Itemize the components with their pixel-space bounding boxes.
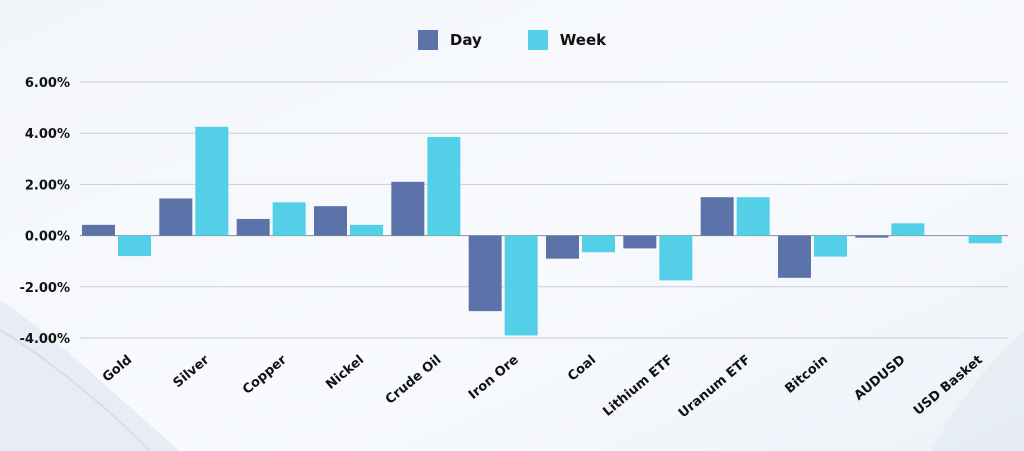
decorative-wave-right — [930, 330, 1024, 451]
y-tick-label: 6.00% — [25, 76, 70, 91]
bar-week-nickel — [350, 224, 383, 236]
grid — [80, 81, 1008, 339]
bar-day-coal — [546, 235, 579, 259]
bar-week-gold — [118, 235, 151, 257]
legend-swatch-week — [527, 30, 548, 50]
bar-week-uranum-etf — [736, 197, 770, 236]
legend-item-week: Week — [527, 30, 607, 50]
y-tick-label: 0.00% — [25, 230, 70, 245]
legend-swatch-day — [417, 30, 438, 50]
bar-week-audusd — [891, 223, 925, 236]
y-tick-label: -2.00% — [20, 281, 71, 296]
bars — [82, 126, 1002, 336]
bar-day-lithium-etf — [623, 235, 657, 249]
bar-week-usd-basket — [968, 235, 1002, 244]
bar-week-copper — [272, 202, 306, 236]
y-tick-label: -4.00% — [20, 332, 71, 347]
bar-day-crude-oil — [391, 181, 425, 236]
y-axis: 6.00% 4.00% 2.00% 0.00% -2.00% -4.00% — [20, 76, 71, 347]
decorative-wave-line — [0, 329, 151, 451]
bar-week-crude-oil — [427, 137, 461, 236]
bar-day-bitcoin — [778, 235, 811, 278]
bar-week-coal — [582, 235, 615, 253]
bar-day-iron-ore — [468, 235, 502, 312]
bar-week-bitcoin — [814, 235, 847, 257]
bar-week-lithium-etf — [659, 235, 693, 281]
legend-label-week: Week — [559, 31, 607, 49]
decorative-wave — [0, 300, 180, 451]
legend: Day Week — [0, 30, 1024, 50]
bar-week-silver — [195, 126, 229, 236]
bar-week-iron-ore — [504, 235, 538, 336]
legend-label-day: Day — [449, 31, 482, 49]
y-tick-label: 4.00% — [25, 127, 70, 142]
legend-item-day: Day — [417, 30, 482, 50]
bar-day-silver — [159, 198, 193, 236]
bar-day-uranum-etf — [700, 197, 734, 236]
bar-day-nickel — [314, 206, 347, 236]
y-tick-label: 2.00% — [25, 178, 70, 193]
bar-day-audusd — [855, 235, 889, 238]
bar-day-gold — [82, 224, 115, 236]
bar-day-copper — [236, 218, 270, 236]
